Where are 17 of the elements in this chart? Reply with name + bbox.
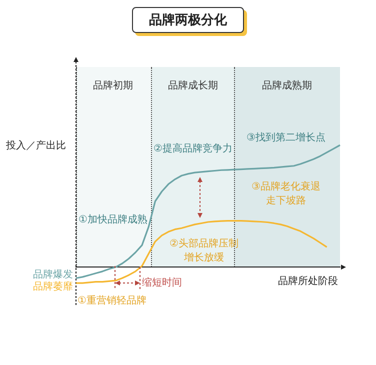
- text: ③找到第二增长点: [246, 132, 326, 144]
- text: 品牌成熟期: [262, 80, 312, 92]
- series-label: 品牌萎靡: [33, 280, 73, 293]
- text: ①重营销轻品牌: [78, 294, 146, 307]
- annotation: 走下坡路: [266, 194, 306, 207]
- annotation: ①加快品牌成熟: [78, 214, 148, 226]
- annotation: 增长放缓: [183, 252, 224, 264]
- chart-title: 品牌两极分化: [132, 7, 244, 33]
- text: 品牌初期: [93, 80, 133, 92]
- series-label: 品牌爆发: [33, 268, 73, 281]
- text: 品牌成长期: [168, 80, 218, 92]
- annotation: ②提高品牌竞争力: [154, 142, 232, 155]
- annotation: ②头部品牌压制: [170, 238, 238, 250]
- y-axis-title: 投入／产出比: [5, 140, 66, 152]
- annotation: 缩短时间: [142, 276, 182, 289]
- x-axis-title: 品牌所处阶段: [278, 274, 338, 287]
- annotation: ③品牌老化衰退: [252, 180, 320, 193]
